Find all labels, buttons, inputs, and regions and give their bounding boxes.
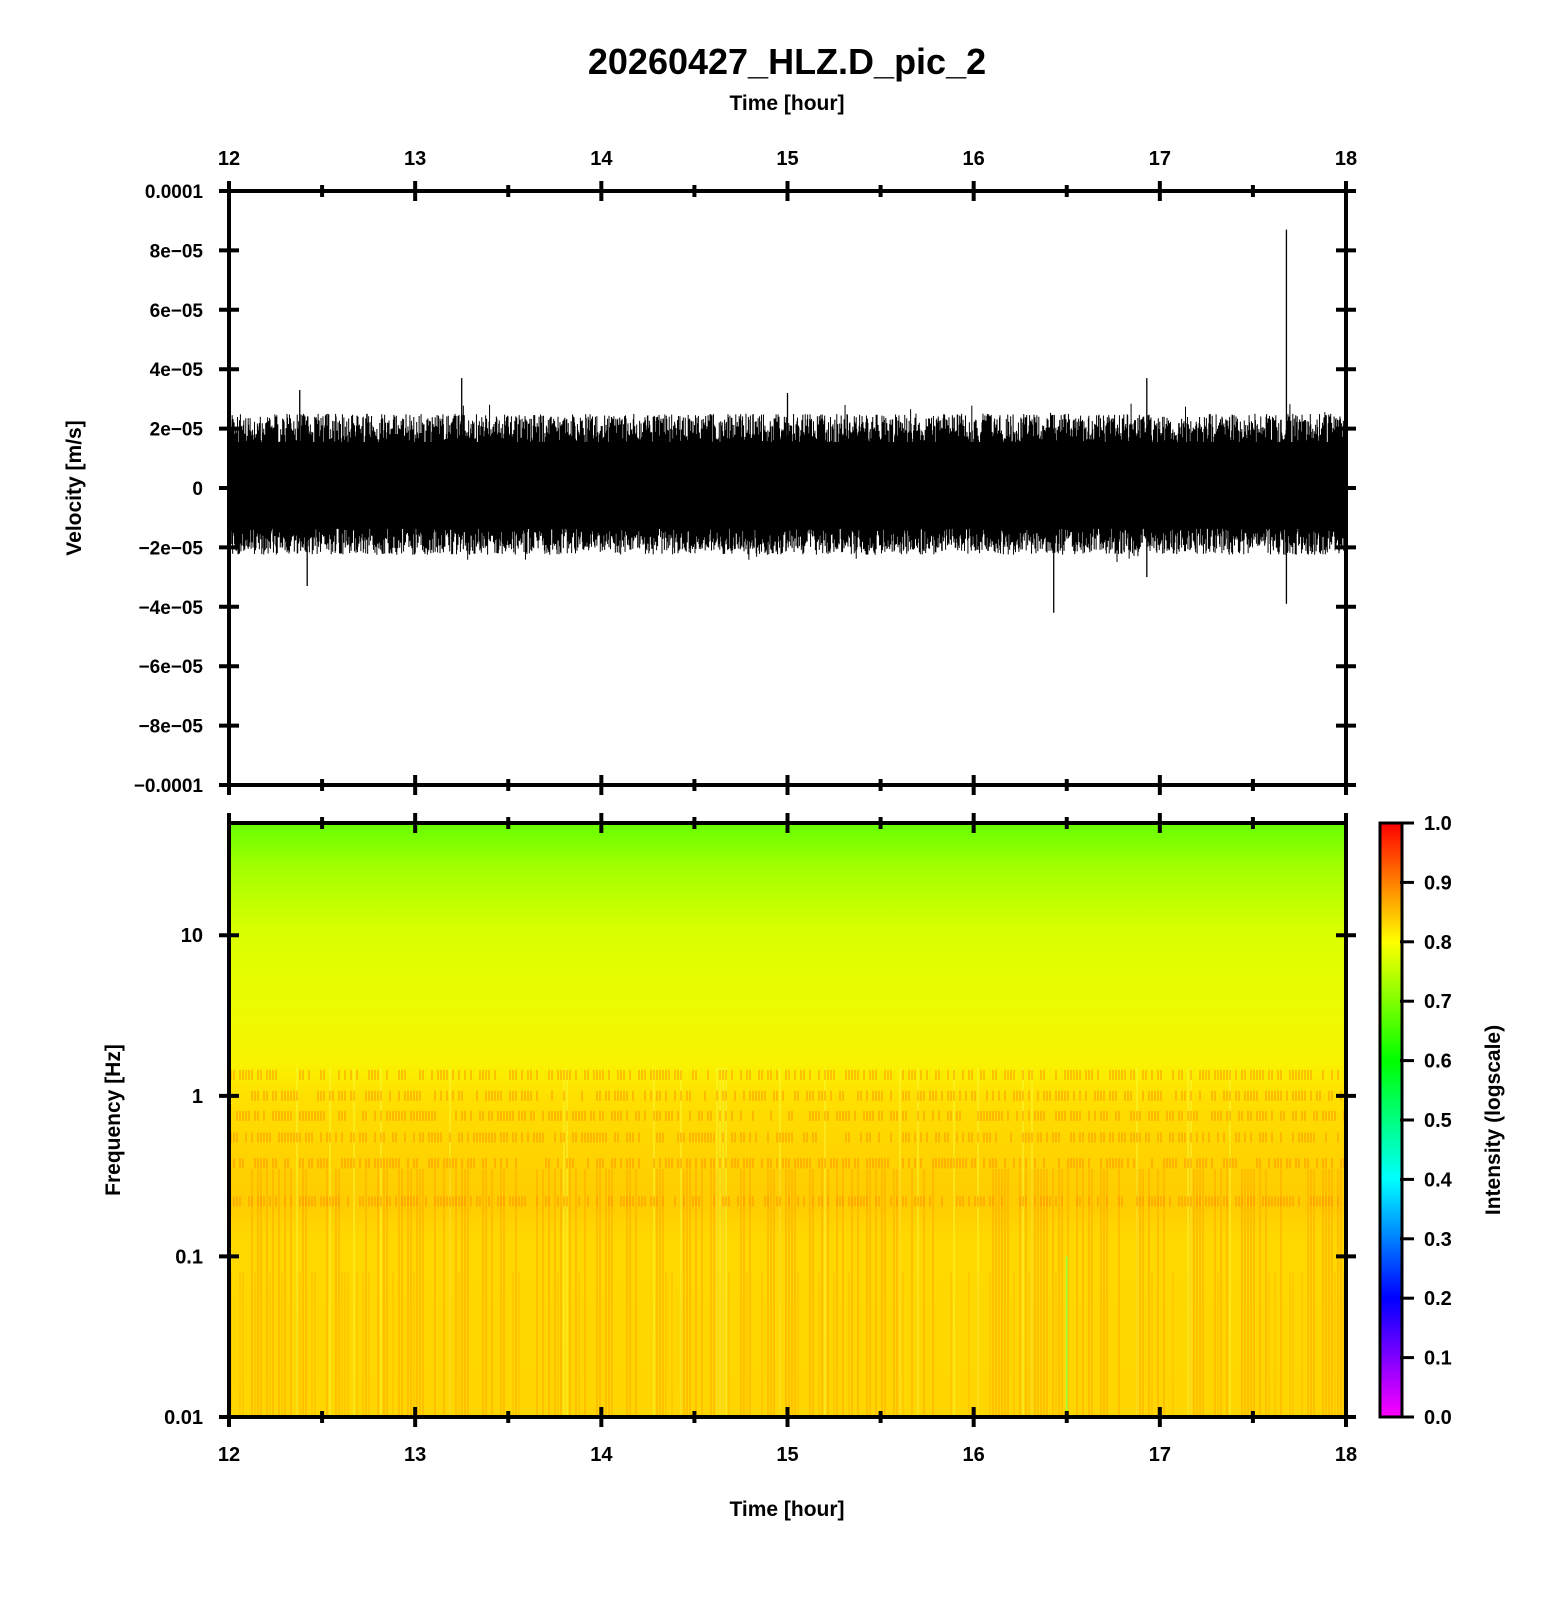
spectrogram-vertical-streaks — [251, 1169, 1342, 1417]
bottom-x-tick-label: 16 — [963, 1444, 985, 1466]
frequency-tick-label: 0.01 — [164, 1407, 203, 1429]
frequency-tick-label: 1 — [192, 1086, 203, 1108]
colorbar-tick-label: 0.4 — [1424, 1169, 1453, 1191]
colorbar-tick-label: 0.8 — [1424, 932, 1452, 954]
velocity-tick-label: 0 — [192, 479, 203, 500]
colorbar-ticks: 1.0 0.9 0.8 0.7 0.6 0.5 0.4 0.3 0.2 0.1 0.0 — [1400, 813, 1453, 1429]
top-x-tick-label: 13 — [404, 148, 426, 170]
bottom-x-tick-label: 15 — [776, 1444, 798, 1466]
bottom-x-axis-label: Time [hour] — [729, 1498, 844, 1521]
spectrogram-frame — [227, 821, 1348, 1419]
spectrogram-band — [233, 1158, 1345, 1169]
spectrogram-light-streaks — [296, 1067, 1231, 1417]
velocity-tick-label: 6e−05 — [150, 301, 204, 322]
spectrogram-texture — [230, 1067, 1345, 1417]
velocity-axis-label: Velocity [m/s] — [63, 420, 86, 555]
velocity-tick-label: −4e−05 — [139, 598, 204, 619]
bottom-x-tick-label: 18 — [1335, 1444, 1357, 1466]
velocity-tick-label: 4e−05 — [150, 360, 204, 381]
bottom-x-tick-label: 12 — [218, 1444, 240, 1466]
colorbar-tick-label: 0.9 — [1424, 872, 1452, 894]
colorbar-tick-label: 1.0 — [1424, 813, 1452, 835]
colorbar-tick-label: 0.3 — [1424, 1229, 1452, 1251]
top-x-axis-label: Time [hour] — [729, 92, 844, 115]
velocity-tick-label: 0.0001 — [145, 182, 204, 203]
velocity-waveform — [229, 229, 1346, 613]
bottom-x-tick-label: 14 — [590, 1444, 613, 1466]
velocity-tick-label: −0.0001 — [134, 776, 204, 797]
spectrogram-band — [236, 1110, 1345, 1121]
velocity-plot: 12 13 14 15 16 17 18 0.0001 8e−05 6e−05 4e−05 2e−05… — [134, 148, 1357, 797]
top-x-tick-label: 17 — [1149, 148, 1171, 170]
top-x-tick-label: 14 — [590, 148, 613, 170]
velocity-tick-label: −6e−05 — [139, 657, 204, 678]
spectrogram-band — [251, 1090, 1342, 1101]
bottom-x-tick-label: 13 — [404, 1444, 426, 1466]
spectrogram-band — [233, 1196, 1339, 1207]
velocity-tick-label: −2e−05 — [139, 538, 204, 559]
spectrogram-plot: 12 13 14 15 16 17 18 10 1 0.1 0.01 — [164, 813, 1357, 1466]
velocity-tick-label: 2e−05 — [150, 420, 204, 441]
top-x-tick-label: 15 — [776, 148, 798, 170]
top-x-tick-label: 18 — [1335, 148, 1357, 170]
velocity-plot-ticks: 12 13 14 15 16 17 18 0.0001 8e−05 6e−05 4e−05 2e−05… — [134, 148, 1357, 797]
frequency-tick-label: 10 — [181, 925, 203, 947]
figure-title: 20260427_HLZ.D_pic_2 — [588, 41, 986, 82]
spectrogram-background — [229, 823, 1346, 1417]
colorbar-tick-label: 0.7 — [1424, 991, 1452, 1013]
colorbar-tick-label: 0.2 — [1424, 1288, 1452, 1310]
top-x-tick-label: 12 — [218, 148, 240, 170]
top-x-tick-label: 16 — [963, 148, 985, 170]
spectrogram-plot-ticks: 12 13 14 15 16 17 18 10 1 0.1 0.01 — [164, 813, 1357, 1466]
colorbar-tick-label: 0.0 — [1424, 1407, 1452, 1429]
frequency-axis-label: Frequency [Hz] — [102, 1044, 125, 1196]
colorbar-gradient — [1378, 821, 1404, 1419]
velocity-plot-frame — [227, 189, 1348, 787]
intensity-colorbar: 1.0 0.9 0.8 0.7 0.6 0.5 0.4 0.3 0.2 0.1 0.0 — [1378, 813, 1453, 1429]
colorbar-tick-label: 0.1 — [1424, 1348, 1452, 1370]
colorbar-label: Intensity (logscale) — [1482, 1025, 1505, 1215]
colorbar-tick-label: 0.6 — [1424, 1051, 1452, 1073]
frequency-tick-label: 0.1 — [175, 1246, 203, 1268]
bottom-x-tick-label: 17 — [1149, 1444, 1171, 1466]
velocity-tick-label: −8e−05 — [139, 717, 204, 738]
colorbar-tick-label: 0.5 — [1424, 1110, 1452, 1132]
velocity-tick-label: 8e−05 — [150, 241, 204, 262]
